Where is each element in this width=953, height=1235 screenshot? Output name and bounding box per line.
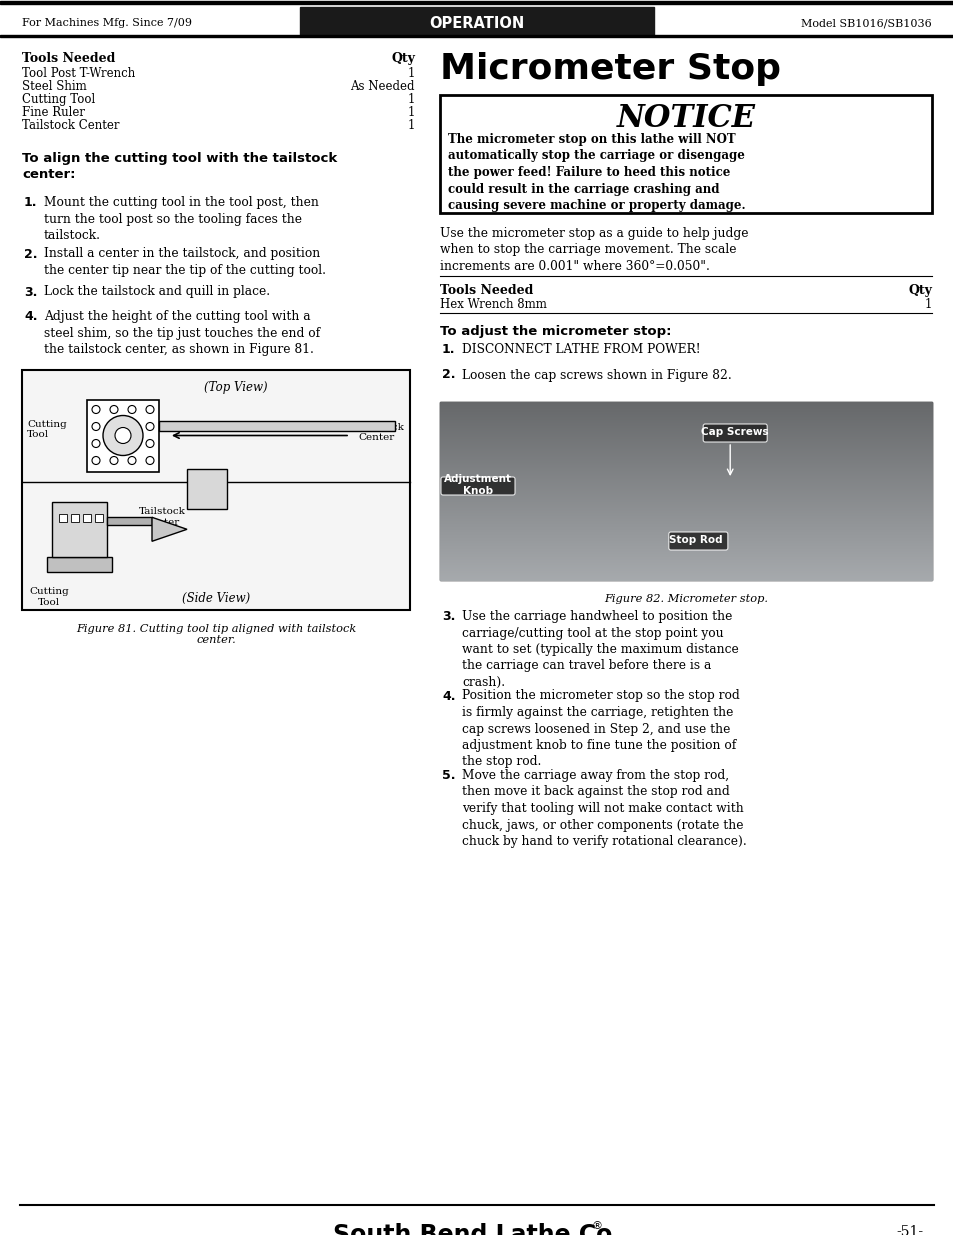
Text: 2.: 2. [441, 368, 455, 382]
FancyBboxPatch shape [440, 477, 515, 495]
Text: Cutting Tool: Cutting Tool [22, 93, 95, 106]
Text: 5.: 5. [441, 769, 455, 782]
Circle shape [115, 427, 131, 443]
Circle shape [103, 415, 143, 456]
Text: DISCONNECT LATHE FROM POWER!: DISCONNECT LATHE FROM POWER! [461, 343, 700, 356]
Text: Hex Wrench 8mm: Hex Wrench 8mm [439, 298, 546, 311]
Bar [71, 514, 79, 522]
Text: Loosen the cap screws shown in Figure 82.: Loosen the cap screws shown in Figure 82… [461, 368, 731, 382]
Text: Cutting
Tool: Cutting Tool [30, 588, 69, 606]
Text: 4.: 4. [441, 689, 455, 703]
Text: Cap Screws: Cap Screws [700, 427, 768, 437]
Text: 3.: 3. [441, 610, 455, 622]
Text: For Machines Mfg. Since 7/09: For Machines Mfg. Since 7/09 [22, 19, 192, 28]
Text: The micrometer stop on this lathe will NOT
automatically stop the carriage or di: The micrometer stop on this lathe will N… [448, 133, 745, 212]
Bar [187, 469, 227, 509]
Text: 1: 1 [407, 93, 415, 106]
Text: Qty: Qty [391, 52, 415, 65]
Text: Figure 82. Micrometer stop.: Figure 82. Micrometer stop. [603, 594, 767, 604]
Bar [439, 403, 931, 580]
Text: 1: 1 [407, 119, 415, 132]
Text: Mount the cutting tool in the tool post, then
turn the tool post so the tooling : Mount the cutting tool in the tool post,… [44, 196, 318, 242]
Text: Lock the tailstock and quill in place.: Lock the tailstock and quill in place. [44, 285, 270, 299]
Circle shape [110, 405, 118, 414]
Bar [0, 1, 953, 4]
Text: Adjustment
Knob: Adjustment Knob [443, 474, 512, 495]
Text: Tools Needed: Tools Needed [439, 284, 533, 296]
Bar [0, 35, 953, 37]
Circle shape [110, 440, 118, 447]
Text: Micrometer Stop: Micrometer Stop [439, 52, 781, 86]
Bar [159, 420, 395, 431]
Circle shape [128, 422, 136, 431]
Bar [59, 514, 67, 522]
Text: As Needed: As Needed [350, 80, 415, 93]
Bar [22, 369, 410, 610]
Circle shape [91, 422, 100, 431]
Text: To align the cutting tool with the tailstock
center:: To align the cutting tool with the tails… [22, 152, 337, 182]
Text: Fine Ruler: Fine Ruler [22, 106, 85, 119]
Circle shape [128, 440, 136, 447]
Bar [0, 7, 953, 35]
Text: Adjust the height of the cutting tool with a
steel shim, so the tip just touches: Adjust the height of the cutting tool wi… [44, 310, 320, 356]
Bar [299, 7, 654, 35]
Text: 1: 1 [407, 67, 415, 80]
Circle shape [91, 405, 100, 414]
Text: 4.: 4. [24, 310, 37, 324]
Bar [95, 514, 103, 522]
Text: ®: ® [592, 1221, 602, 1231]
Circle shape [128, 457, 136, 464]
Circle shape [91, 440, 100, 447]
Circle shape [110, 457, 118, 464]
Text: 3.: 3. [24, 285, 37, 299]
Circle shape [146, 422, 153, 431]
Text: 1: 1 [407, 106, 415, 119]
Bar [439, 95, 931, 212]
Text: Tailstock Center: Tailstock Center [22, 119, 119, 132]
Text: Steel Shim: Steel Shim [22, 80, 87, 93]
Circle shape [128, 405, 136, 414]
Circle shape [91, 457, 100, 464]
Text: Cutting
Tool: Cutting Tool [27, 420, 67, 440]
Text: Model SB1016/SB1036: Model SB1016/SB1036 [801, 19, 931, 28]
Circle shape [110, 422, 118, 431]
FancyBboxPatch shape [668, 532, 727, 550]
Text: 1.: 1. [441, 343, 455, 356]
Bar [52, 503, 107, 557]
FancyBboxPatch shape [702, 424, 766, 442]
Text: Move the carriage away from the stop rod,
then move it back against the stop rod: Move the carriage away from the stop rod… [461, 769, 746, 848]
Text: Tools Needed: Tools Needed [22, 52, 115, 65]
Text: Figure 81. Cutting tool tip aligned with tailstock
center.: Figure 81. Cutting tool tip aligned with… [76, 624, 355, 645]
Bar [107, 517, 152, 525]
Text: Position the micrometer stop so the stop rod
is firmly against the carriage, ret: Position the micrometer stop so the stop… [461, 689, 739, 768]
Text: Qty: Qty [907, 284, 931, 296]
Text: 1: 1 [923, 298, 931, 311]
Text: Install a center in the tailstock, and position
the center tip near the tip of t: Install a center in the tailstock, and p… [44, 247, 326, 277]
Text: Tailstock
Center: Tailstock Center [138, 508, 185, 526]
Polygon shape [152, 517, 187, 541]
Text: Use the micrometer stop as a guide to help judge
when to stop the carriage movem: Use the micrometer stop as a guide to he… [439, 227, 748, 273]
Text: 1.: 1. [24, 196, 37, 209]
Text: NOTICE: NOTICE [616, 103, 755, 135]
Text: (Top View): (Top View) [203, 382, 267, 394]
Text: Stop Rod: Stop Rod [668, 535, 721, 545]
Bar [87, 399, 159, 472]
Bar [83, 514, 91, 522]
Circle shape [146, 457, 153, 464]
Text: To adjust the micrometer stop:: To adjust the micrometer stop: [439, 325, 671, 338]
Text: South Bend Lathe Co.: South Bend Lathe Co. [333, 1223, 620, 1235]
Text: Tool Post T-Wrench: Tool Post T-Wrench [22, 67, 135, 80]
Bar [47, 557, 112, 572]
Text: Use the carriage handwheel to position the
carriage/cutting tool at the stop poi: Use the carriage handwheel to position t… [461, 610, 738, 689]
Circle shape [146, 440, 153, 447]
Text: 2.: 2. [24, 247, 37, 261]
Text: OPERATION: OPERATION [429, 16, 524, 31]
Text: -51-: -51- [896, 1225, 923, 1235]
Circle shape [146, 405, 153, 414]
Text: Tailstock
Center: Tailstock Center [357, 422, 404, 442]
Text: (Side View): (Side View) [182, 592, 250, 604]
